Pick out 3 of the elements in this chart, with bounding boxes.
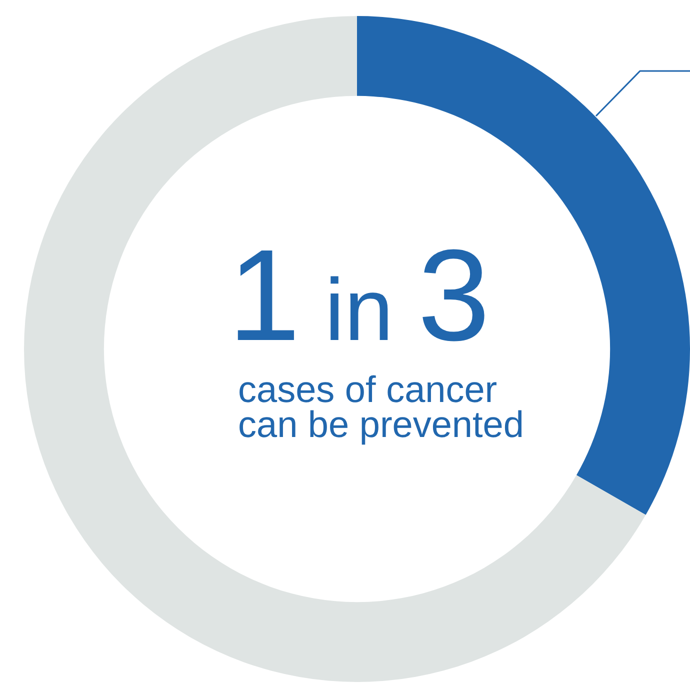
text: 1 in 3 [228, 222, 490, 368]
text: cases of cancer can be prevented [238, 369, 524, 445]
donut-slice [24, 16, 646, 682]
